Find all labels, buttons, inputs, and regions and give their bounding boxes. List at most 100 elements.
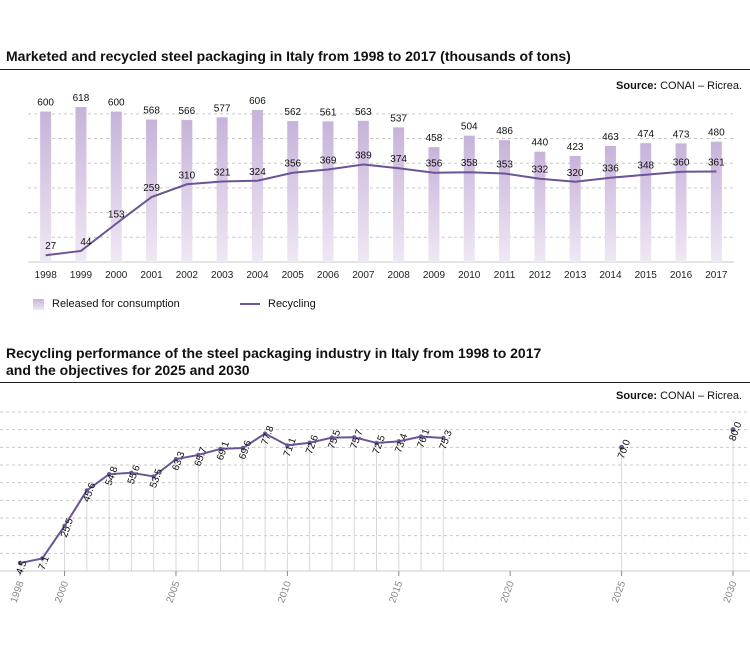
bar-value-label: 568 [143, 106, 160, 117]
recycling-value-label: 320 [567, 168, 584, 179]
bar [393, 127, 405, 263]
target-point [619, 444, 625, 450]
performance-value-label: 72.5 [371, 433, 388, 455]
legend-bar-label: Released for consumption [52, 298, 180, 310]
x-tick-label: 2011 [494, 270, 516, 281]
bar [216, 117, 228, 262]
chart1-legend-line: Recycling [240, 298, 316, 310]
bar [40, 111, 52, 263]
target-point [730, 427, 736, 433]
performance-point [129, 470, 134, 475]
performance-point [262, 431, 268, 436]
x-tick-label: 2005 [165, 579, 183, 604]
bar-value-label: 486 [496, 126, 513, 137]
performance-point [196, 452, 201, 458]
x-tick-label: 2001 [140, 270, 163, 281]
recycling-value-label: 44 [80, 237, 92, 248]
x-tick-label: 2014 [599, 270, 622, 281]
performance-value-label: 54.8 [104, 465, 121, 487]
legend-line-swatch [240, 303, 260, 305]
performance-point [441, 435, 446, 441]
performance-value-label: 4.5 [14, 559, 29, 576]
x-tick-label: 2000 [53, 579, 71, 604]
chart1-source-label: Source: [616, 80, 658, 92]
bar [675, 143, 687, 262]
bar [251, 110, 263, 262]
bar [428, 147, 440, 262]
x-tick-label: 1999 [70, 270, 93, 281]
recycling-value-label: 310 [179, 170, 196, 181]
bar-value-label: 600 [37, 98, 54, 109]
performance-point [285, 443, 290, 448]
chart2-source-text: CONAI – Ricrea. [660, 390, 742, 402]
bar-value-label: 537 [390, 113, 407, 124]
performance-point [106, 471, 112, 477]
performance-point [396, 439, 401, 444]
x-tick-label: 1998 [35, 270, 58, 281]
x-tick-label: 1998 [9, 579, 27, 604]
bar-value-label: 561 [320, 107, 337, 118]
bar-value-label: 473 [673, 129, 690, 140]
bar-value-label: 562 [284, 107, 301, 118]
performance-point [240, 445, 246, 451]
bar [181, 120, 193, 263]
x-tick-label: 2006 [317, 270, 340, 281]
performance-point [173, 456, 179, 462]
recycling-value-label: 389 [355, 150, 372, 161]
legend-line-label: Recycling [268, 298, 316, 310]
recycling-value-label: 324 [249, 167, 266, 178]
recycling-value-label: 356 [426, 159, 443, 170]
legend-bar-swatch [33, 298, 44, 310]
x-tick-label: 2025 [610, 579, 628, 604]
performance-point [84, 488, 90, 493]
performance-point [17, 560, 23, 566]
x-tick-label: 2012 [529, 270, 552, 281]
chart1-title-rule [0, 69, 750, 70]
x-tick-label: 2007 [352, 270, 375, 281]
performance-point [40, 556, 45, 561]
bar [640, 143, 652, 262]
chart2-title-line1: Recycling performance of the steel packa… [6, 345, 542, 361]
bar [499, 140, 511, 262]
performance-point [374, 440, 379, 446]
recycling-value-label: 348 [637, 161, 654, 172]
bar-value-label: 577 [214, 103, 231, 114]
x-tick-label: 2017 [705, 270, 728, 281]
bar [75, 107, 87, 262]
performance-point [307, 440, 312, 445]
bar-value-label: 458 [426, 133, 443, 144]
performance-value-label: 45.6 [81, 481, 98, 503]
x-tick-label: 2010 [458, 270, 481, 281]
chart1-legend-bars: Released for consumption [33, 298, 180, 310]
bar [710, 141, 722, 262]
bar-value-label: 423 [567, 142, 584, 153]
performance-value-label: 76.1 [416, 427, 433, 449]
recycling-value-label: 358 [461, 158, 478, 169]
x-tick-label: 2013 [564, 270, 587, 281]
recycling-value-label: 332 [532, 165, 549, 176]
recycling-value-label: 369 [320, 155, 337, 166]
x-tick-label: 2020 [499, 579, 517, 604]
x-tick-label: 2016 [670, 270, 693, 281]
recycling-value-label: 361 [708, 157, 725, 168]
performance-value-label: 65.7 [193, 445, 210, 467]
bar [357, 120, 369, 262]
bar [110, 111, 122, 263]
x-tick-label: 2003 [211, 270, 234, 281]
bar [322, 121, 334, 263]
performance-value-label: 73.4 [393, 432, 410, 454]
recycling-value-label: 336 [602, 164, 619, 175]
bar [569, 155, 581, 262]
bar-value-label: 474 [637, 129, 654, 140]
recycling-value-label: 153 [108, 210, 125, 221]
bar-value-label: 480 [708, 128, 725, 139]
bar-value-label: 600 [108, 98, 125, 109]
performance-point [329, 435, 335, 440]
bar [463, 135, 475, 262]
x-tick-label: 2015 [387, 579, 405, 604]
recycling-value-label: 353 [496, 159, 513, 170]
bar-value-label: 566 [179, 106, 196, 117]
bar [534, 151, 546, 262]
bar-value-label: 606 [249, 96, 266, 107]
chart2-source: Source: CONAI – Ricrea. [616, 390, 742, 402]
